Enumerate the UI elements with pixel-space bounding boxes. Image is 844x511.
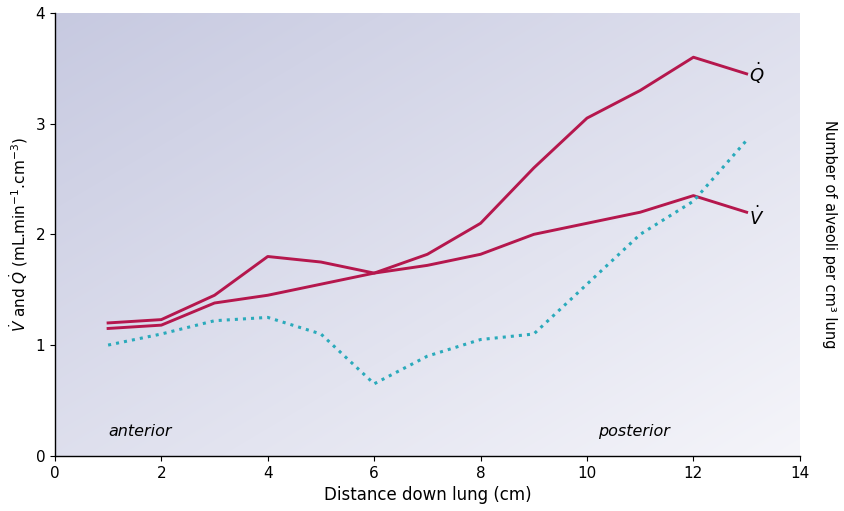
Y-axis label: $\dot{\it{V}}$ and $\dot{\it{Q}}$ (mL.min$^{-1}$.cm$^{-3}$): $\dot{\it{V}}$ and $\dot{\it{Q}}$ (mL.mi… <box>7 137 30 332</box>
X-axis label: Distance down lung (cm): Distance down lung (cm) <box>323 486 531 504</box>
Y-axis label: Number of alveoli per cm³ lung: Number of alveoli per cm³ lung <box>822 120 837 349</box>
Text: anterior: anterior <box>108 424 171 439</box>
Text: $\dot{Q}$: $\dot{Q}$ <box>749 61 765 86</box>
Text: posterior: posterior <box>598 424 669 439</box>
Text: $\dot{V}$: $\dot{V}$ <box>749 206 765 229</box>
